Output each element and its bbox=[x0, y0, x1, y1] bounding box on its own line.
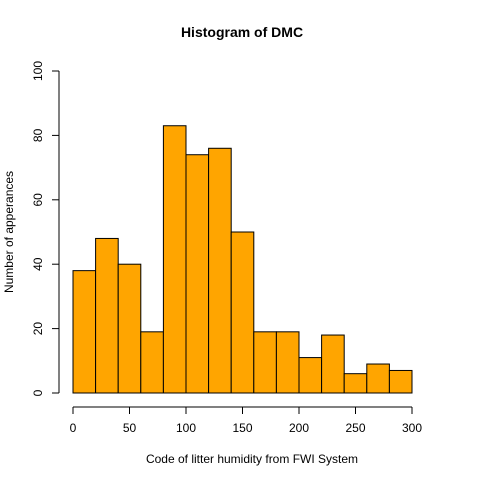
histogram-bar bbox=[388, 369, 413, 394]
y-tick-label: 100 bbox=[31, 61, 45, 81]
histogram-bar bbox=[343, 373, 368, 394]
x-tick-label: 300 bbox=[402, 421, 422, 435]
y-tick-label: 40 bbox=[31, 257, 45, 271]
y-tick-label: 20 bbox=[31, 322, 45, 336]
histogram-bar bbox=[253, 331, 277, 394]
histogram-bar bbox=[72, 270, 97, 394]
histogram-bar bbox=[95, 237, 119, 394]
histogram-bar bbox=[275, 331, 300, 394]
y-tick-label: 60 bbox=[31, 193, 45, 207]
x-tick-label: 250 bbox=[345, 421, 365, 435]
y-axis-title: Number of apperances bbox=[2, 171, 16, 293]
histogram-bar bbox=[162, 125, 187, 394]
histogram-bar bbox=[208, 147, 232, 394]
x-tick-label: 150 bbox=[232, 421, 252, 435]
x-tick-label: 200 bbox=[289, 421, 309, 435]
histogram-bar bbox=[298, 357, 323, 394]
y-tick-label: 80 bbox=[31, 128, 45, 142]
x-axis-title: Code of litter humidity from FWI System bbox=[146, 452, 358, 466]
x-tick-label: 50 bbox=[123, 421, 137, 435]
chart-title: Histogram of DMC bbox=[181, 24, 303, 40]
histogram-bar bbox=[321, 334, 345, 394]
y-tick-label: 0 bbox=[31, 389, 45, 396]
bars-layer bbox=[72, 125, 413, 394]
x-tick-label: 0 bbox=[70, 421, 77, 435]
histogram-bar bbox=[185, 154, 210, 394]
x-tick-label: 100 bbox=[176, 421, 196, 435]
histogram-bar bbox=[117, 263, 142, 394]
histogram-bar bbox=[140, 331, 164, 394]
histogram-bar bbox=[230, 231, 255, 394]
y-axis: 0 20 40 60 80 100 bbox=[31, 61, 60, 396]
x-axis: 0 50 100 150 200 250 300 bbox=[70, 406, 422, 435]
histogram-bar bbox=[366, 363, 390, 394]
